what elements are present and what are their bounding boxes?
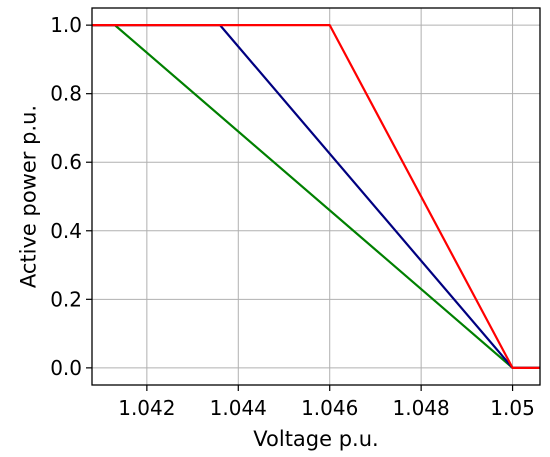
y-tick-label: 0.0 — [50, 356, 82, 380]
plot-frame — [91, 7, 541, 386]
series-line-2 — [92, 24, 540, 369]
series-line-3 — [92, 24, 540, 369]
x-tick-label: 1.042 — [118, 396, 175, 420]
y-axis-label: Active power p.u. — [16, 105, 40, 288]
series-line-1 — [92, 24, 540, 369]
x-tick-label: 1.046 — [301, 396, 358, 420]
x-axis-label: Voltage p.u. — [253, 427, 378, 451]
x-tick-label: 1.048 — [393, 396, 450, 420]
x-tick-label: 1.044 — [210, 396, 267, 420]
y-tick-label: 0.6 — [50, 150, 82, 174]
y-tick-label: 0.4 — [50, 219, 82, 243]
ticks-layer: 1.042 1.044 1.046 1.048 1.05 0.0 0.2 0.4 0.6 0.8 1… — [50, 13, 535, 420]
y-tick-label: 0.8 — [50, 82, 82, 106]
x-tick-label: 1.05 — [490, 396, 535, 420]
series-layer — [92, 24, 540, 369]
y-tick-label: 0.2 — [50, 287, 82, 311]
y-tick-label: 1.0 — [50, 13, 82, 37]
